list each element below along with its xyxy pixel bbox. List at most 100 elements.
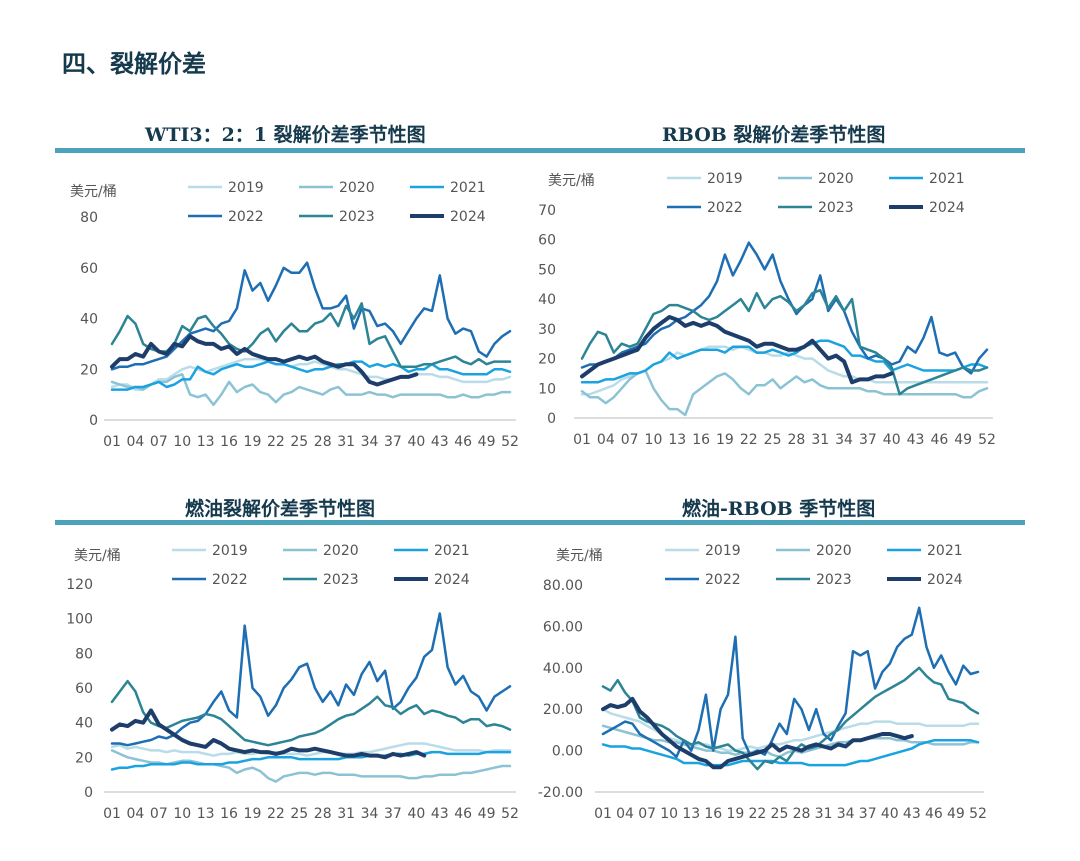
y-unit-label: 美元/桶: [556, 548, 603, 564]
x-tick-label: 52: [501, 434, 519, 450]
divider-top: [55, 148, 1025, 153]
x-tick-label: 43: [431, 806, 449, 822]
legend-label-2021: 2021: [927, 543, 963, 559]
legend-label-2019: 2019: [707, 171, 743, 187]
x-tick-label: 31: [815, 806, 833, 822]
x-tick-label: 31: [337, 806, 355, 822]
y-unit-label: 美元/桶: [548, 173, 595, 189]
x-tick-label: 13: [682, 806, 700, 822]
x-tick-label: 04: [616, 806, 634, 822]
x-tick-label: 25: [771, 806, 789, 822]
x-tick-label: 19: [244, 434, 262, 450]
x-tick-label: 49: [478, 434, 496, 450]
x-tick-label: 01: [573, 432, 591, 448]
x-tick-label: 16: [692, 432, 710, 448]
series-line-2020: [110, 749, 512, 783]
x-tick-label: 52: [501, 806, 519, 822]
y-unit-label: 美元/桶: [70, 184, 117, 200]
x-tick-label: 07: [638, 806, 656, 822]
y-tick-label: -20.00: [538, 785, 583, 801]
series-line-2022: [580, 241, 989, 375]
chart-title-rbob: RBOB 裂解价差季节性图: [662, 124, 886, 146]
x-tick-label: 13: [668, 432, 686, 448]
y-tick-label: 120: [66, 577, 93, 593]
y-tick-label: 40: [75, 716, 93, 732]
legend-label-2024: 2024: [927, 572, 963, 588]
legend-label-2023: 2023: [818, 200, 854, 216]
x-tick-label: 01: [103, 434, 121, 450]
x-tick-label: 22: [267, 806, 285, 822]
x-tick-label: 28: [314, 434, 332, 450]
series-line-2020: [601, 724, 980, 759]
y-tick-label: 100: [66, 612, 93, 628]
x-tick-label: 43: [903, 806, 921, 822]
series-line-2023: [580, 288, 989, 396]
chart-title-fuel-rbob: 燃油-RBOB 季节性图: [682, 498, 876, 520]
x-tick-label: 46: [454, 806, 472, 822]
legend-label-2021: 2021: [434, 543, 470, 559]
y-tick-label: 20: [80, 362, 98, 378]
x-tick-label: 34: [837, 806, 855, 822]
y-tick-label: 80.00: [543, 578, 583, 594]
x-tick-label: 28: [793, 806, 811, 822]
legend-label-2020: 2020: [323, 543, 359, 559]
x-tick-label: 10: [173, 806, 191, 822]
x-tick-label: 40: [881, 806, 899, 822]
legend-label-2021: 2021: [450, 180, 486, 196]
x-tick-label: 07: [621, 432, 639, 448]
x-tick-label: 46: [454, 434, 472, 450]
x-tick-label: 34: [361, 806, 379, 822]
legend-label-2024: 2024: [434, 572, 470, 588]
y-tick-label: 50: [538, 262, 556, 278]
x-tick-label: 25: [290, 434, 308, 450]
series-line-2021: [110, 360, 512, 391]
y-tick-label: 80: [80, 210, 98, 226]
x-tick-label: 37: [384, 806, 402, 822]
x-tick-label: 10: [660, 806, 678, 822]
y-tick-label: 40.00: [543, 661, 583, 677]
x-tick-label: 37: [859, 432, 877, 448]
x-tick-label: 37: [384, 434, 402, 450]
chart-title-wti: WTI3：2：1 裂解价差季节性图: [145, 124, 426, 146]
legend-label-2022: 2022: [212, 572, 248, 588]
x-tick-label: 37: [859, 806, 877, 822]
legend-label-2019: 2019: [228, 180, 264, 196]
y-tick-label: 30: [538, 322, 556, 338]
x-tick-label: 04: [126, 434, 144, 450]
x-tick-label: 13: [197, 806, 215, 822]
x-tick-label: 16: [704, 806, 722, 822]
series-line-2022: [110, 612, 512, 747]
series-line-2021: [580, 339, 989, 384]
legend-label-2024: 2024: [450, 209, 486, 225]
page-heading: 四、裂解价差: [62, 49, 206, 78]
series-line-2020: [110, 373, 512, 407]
x-tick-label: 52: [978, 432, 996, 448]
y-tick-label: 20: [538, 352, 556, 368]
legend-label-2022: 2022: [228, 209, 264, 225]
x-tick-label: 10: [173, 434, 191, 450]
x-tick-label: 40: [407, 806, 425, 822]
y-tick-label: 60: [538, 233, 556, 249]
y-tick-label: 60.00: [543, 619, 583, 635]
y-unit-label: 美元/桶: [74, 548, 121, 564]
y-tick-label: 0: [89, 413, 98, 429]
x-tick-label: 22: [267, 434, 285, 450]
x-tick-label: 43: [907, 432, 925, 448]
x-tick-label: 25: [764, 432, 782, 448]
x-tick-label: 34: [835, 432, 853, 448]
x-tick-label: 13: [197, 434, 215, 450]
y-tick-label: 0.00: [552, 744, 583, 760]
legend-label-2023: 2023: [816, 572, 852, 588]
series-line-2020: [580, 369, 989, 417]
x-tick-label: 49: [947, 806, 965, 822]
y-tick-label: 80: [75, 646, 93, 662]
legend-label-2020: 2020: [816, 543, 852, 559]
x-tick-label: 10: [645, 432, 663, 448]
y-tick-label: 40: [538, 292, 556, 308]
legend-label-2019: 2019: [212, 543, 248, 559]
series-line-2024: [110, 708, 427, 760]
